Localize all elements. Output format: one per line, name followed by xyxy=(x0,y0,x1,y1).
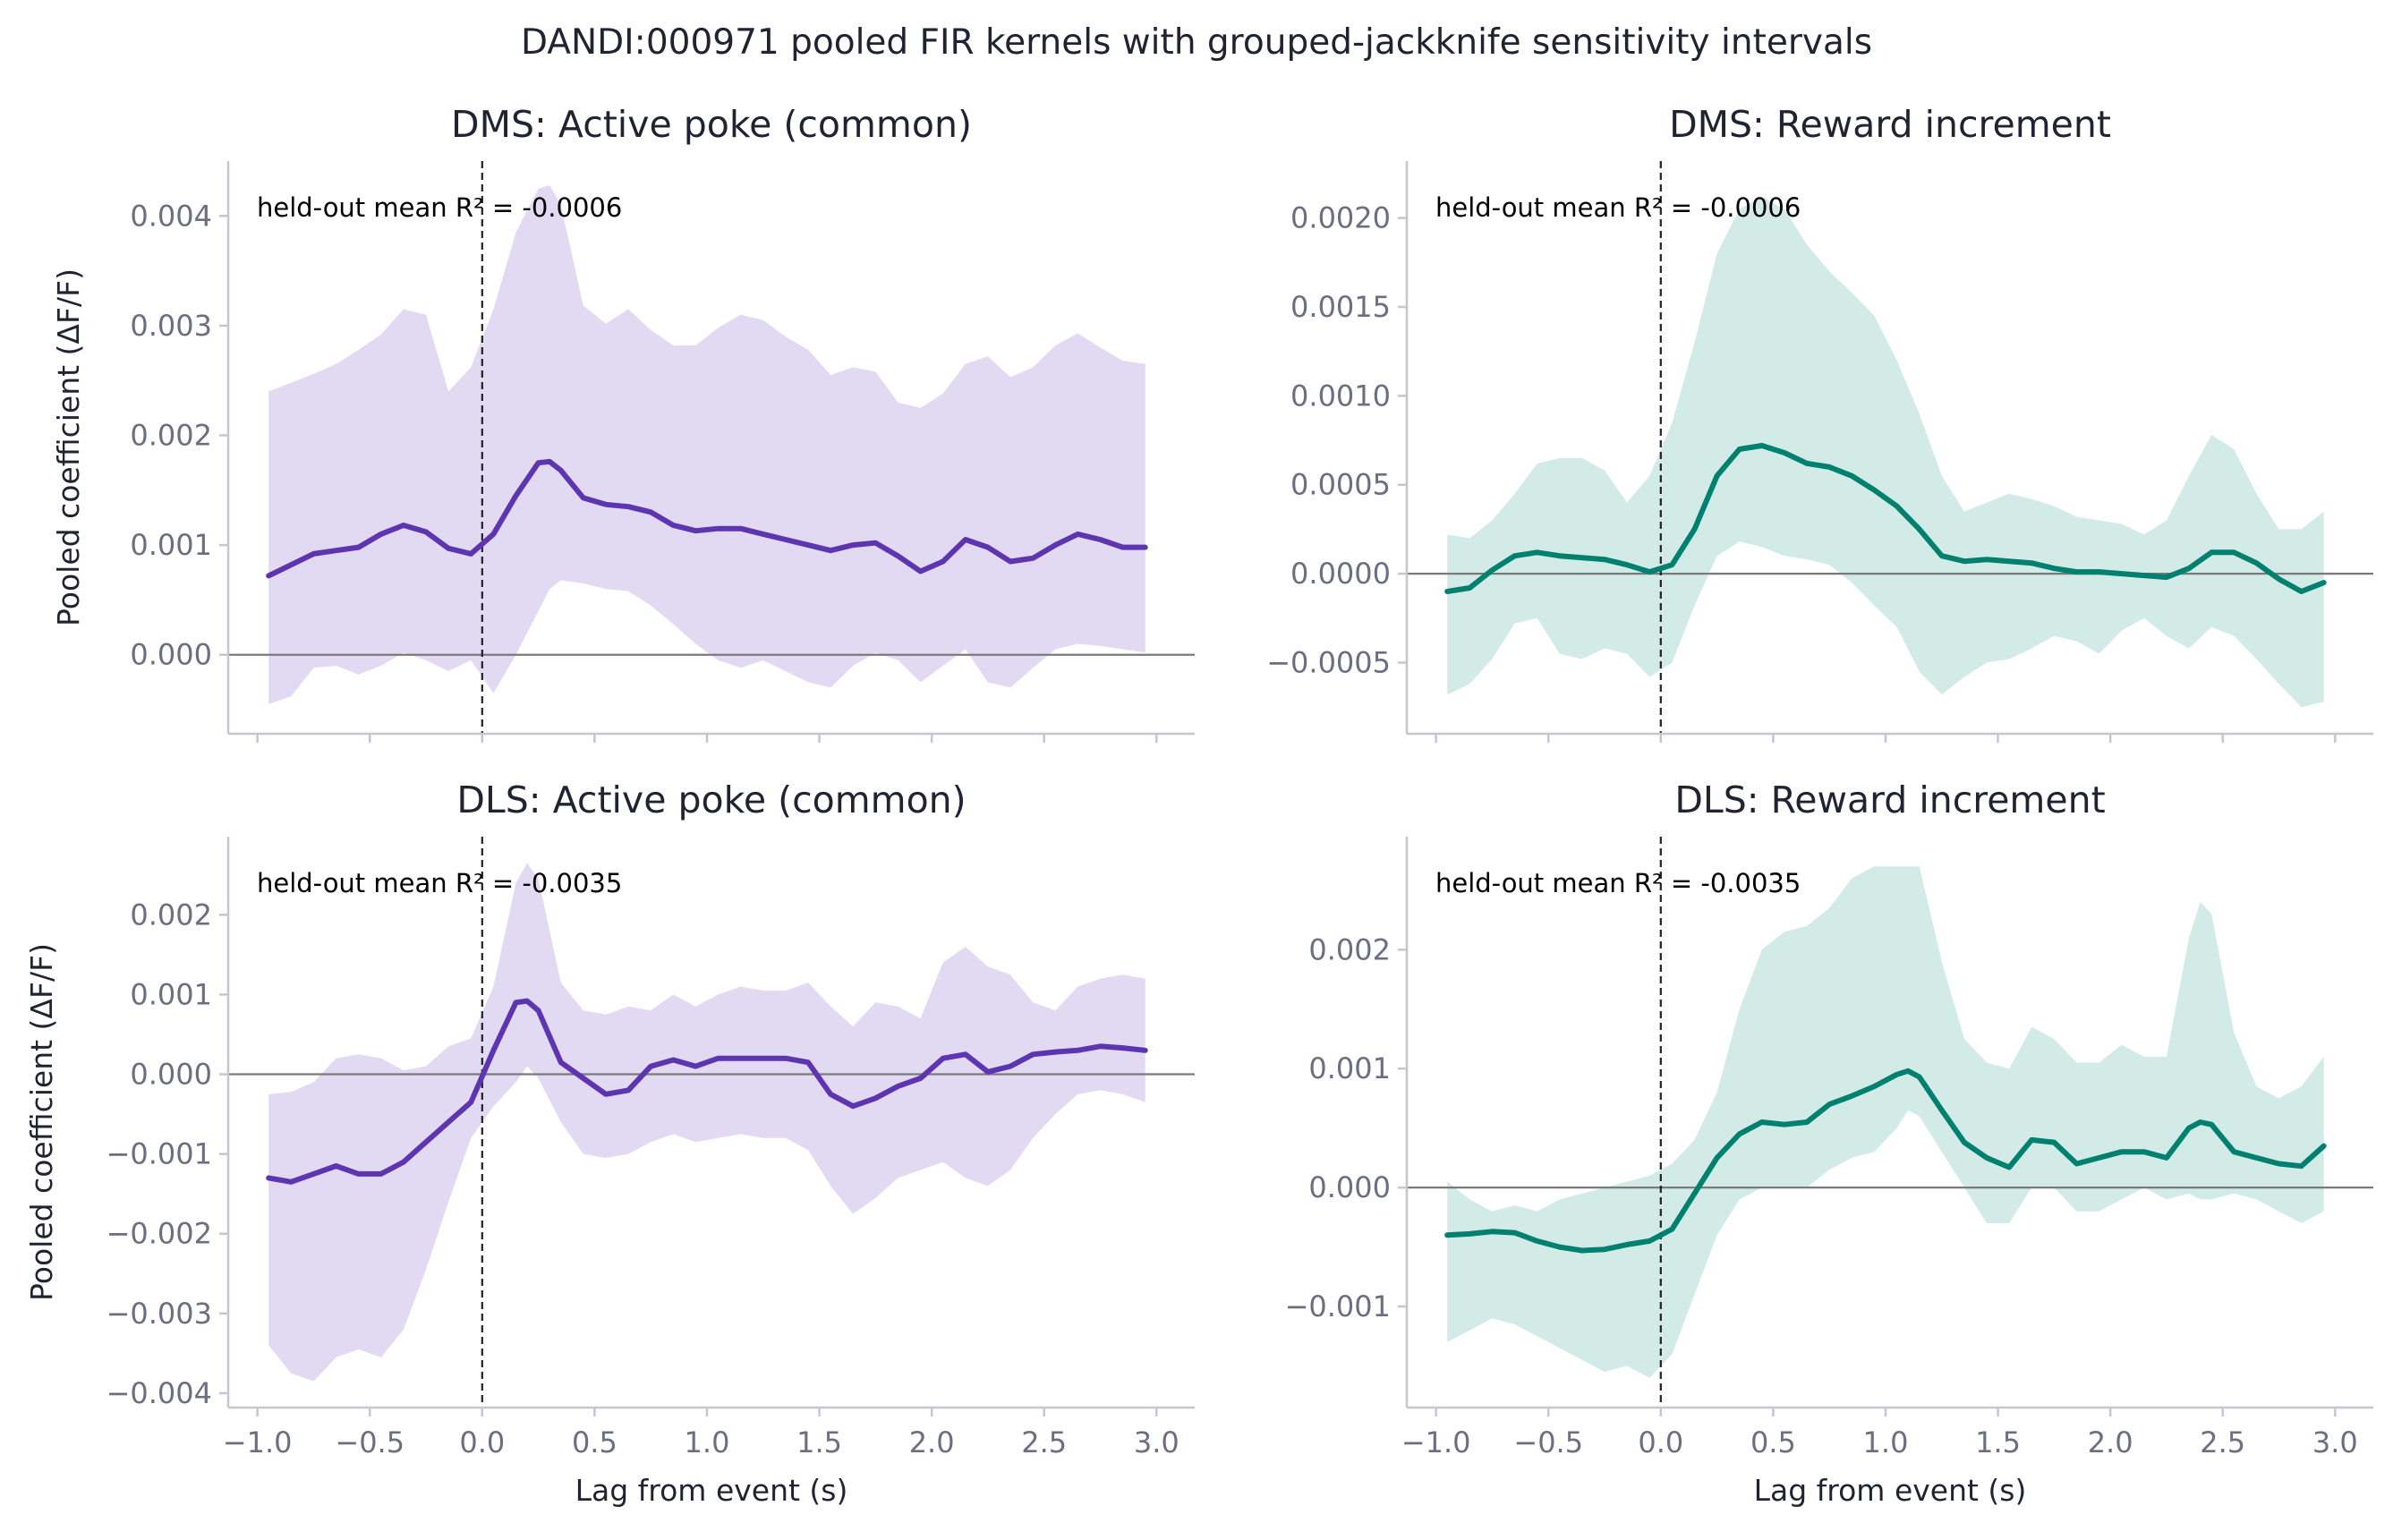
y-tick-label: 0.002 xyxy=(1308,932,1391,966)
x-tick-label: 1.5 xyxy=(1975,1425,2021,1459)
y-tick-label: 0.000 xyxy=(130,1058,212,1092)
interval-band xyxy=(268,863,1145,1382)
y-tick-label: 0.0010 xyxy=(1290,379,1391,413)
interval-band xyxy=(268,185,1145,704)
y-tick-label: −0.001 xyxy=(106,1137,212,1171)
kernel-line xyxy=(266,458,1148,579)
x-tick-label: 3.0 xyxy=(1134,1425,1179,1459)
y-tick-label: 0.0015 xyxy=(1290,290,1391,324)
panel-4: −0.001 0.000 0.001 0.002 −1.0 −0.5 0.0 0.5 1.0 1.… xyxy=(1285,779,2373,1508)
x-tick-label: 2.0 xyxy=(909,1425,955,1459)
r2-annotation: held-out mean R² = -0.0035 xyxy=(257,868,622,898)
kernel-line xyxy=(1444,443,2327,594)
panel-title: DLS: Active poke (common) xyxy=(456,779,966,821)
x-tick-label: 0.5 xyxy=(572,1425,617,1459)
figure-title: DANDI:000971 pooled FIR kernels with gro… xyxy=(521,22,1872,63)
y-tick-label: −0.004 xyxy=(106,1376,212,1410)
panel-title: DLS: Reward increment xyxy=(1674,779,2105,821)
y-axis-label: Pooled coefficient (ΔF/F) xyxy=(51,268,86,626)
x-tick-label: 1.5 xyxy=(796,1425,842,1459)
interval-band xyxy=(1447,866,2324,1378)
y-tick-label: 0.0020 xyxy=(1290,201,1391,235)
y-tick-label: 0.001 xyxy=(130,528,212,562)
y-tick-label: 0.000 xyxy=(1308,1170,1391,1204)
y-tick-label: 0.003 xyxy=(130,309,212,343)
x-tick-label: 2.5 xyxy=(2200,1425,2245,1459)
x-axis-label: Lag from event (s) xyxy=(575,1473,848,1508)
y-tick-label: 0.001 xyxy=(1308,1051,1391,1085)
r2-annotation: held-out mean R² = -0.0006 xyxy=(1435,192,1801,223)
panel-1: 0.000 0.001 0.002 0.003 0.004 DMS: Active pok… xyxy=(51,103,1195,743)
y-tick-label: 0.0005 xyxy=(1290,468,1391,502)
y-tick-label: −0.003 xyxy=(106,1297,212,1331)
y-tick-label: 0.000 xyxy=(130,638,212,672)
x-tick-label: 2.5 xyxy=(1021,1425,1067,1459)
x-tick-label: 0.0 xyxy=(459,1425,505,1459)
x-tick-label: 0.5 xyxy=(1750,1425,1796,1459)
interval-band xyxy=(1447,196,2324,708)
r2-annotation: held-out mean R² = -0.0006 xyxy=(257,192,622,223)
y-tick-label: −0.001 xyxy=(1285,1289,1391,1323)
y-tick-label: −0.002 xyxy=(106,1217,212,1251)
x-tick-label: −0.5 xyxy=(1513,1425,1583,1459)
x-tick-label: −1.0 xyxy=(223,1425,293,1459)
kernel-line xyxy=(266,998,1148,1185)
y-tick-label: 0.0000 xyxy=(1290,557,1391,591)
panel-2: −0.0005 0.0000 0.0005 0.0010 0.0015 0.0020 DMS… xyxy=(1266,103,2373,743)
y-tick-label: 0.004 xyxy=(130,199,212,233)
r2-annotation: held-out mean R² = -0.0035 xyxy=(1435,868,1801,898)
kernel-line xyxy=(1444,1068,2327,1254)
x-tick-label: 2.0 xyxy=(2088,1425,2133,1459)
y-tick-label: −0.0005 xyxy=(1266,645,1391,679)
x-axis-label: Lag from event (s) xyxy=(1754,1473,2027,1508)
panel-3: −0.004 −0.003 −0.002 −0.001 0.000 0.001 0.002 −… xyxy=(24,779,1195,1508)
y-axis-label: Pooled coefficient (ΔF/F) xyxy=(24,943,59,1301)
x-tick-label: 3.0 xyxy=(2312,1425,2358,1459)
x-tick-label: 0.0 xyxy=(1638,1425,1683,1459)
y-tick-label: 0.001 xyxy=(130,977,212,1011)
panel-title: DMS: Reward increment xyxy=(1669,103,2111,146)
x-tick-label: −1.0 xyxy=(1401,1425,1471,1459)
x-tick-label: 1.0 xyxy=(1863,1425,1909,1459)
y-tick-label: 0.002 xyxy=(130,898,212,932)
x-tick-label: 1.0 xyxy=(685,1425,730,1459)
y-tick-label: 0.002 xyxy=(130,419,212,453)
panel-title: DMS: Active poke (common) xyxy=(451,103,972,146)
x-tick-label: −0.5 xyxy=(335,1425,405,1459)
panels: 0.000 0.001 0.002 0.003 0.004 DMS: Active pok… xyxy=(24,103,2373,1508)
